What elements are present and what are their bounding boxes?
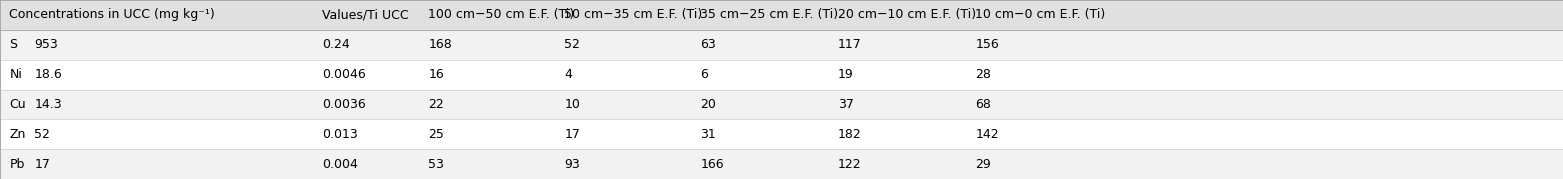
Bar (0, 60, 1563, 90)
Text: Ni: Ni (9, 68, 22, 81)
Text: Cu: Cu (9, 98, 27, 111)
Text: 93: 93 (564, 158, 580, 171)
Bar (0, 0, 1563, 30)
Text: 156: 156 (975, 38, 999, 51)
Text: 168: 168 (428, 38, 452, 51)
Text: 37: 37 (838, 98, 853, 111)
Text: Zn: Zn (9, 128, 25, 141)
Text: 0.0046: 0.0046 (322, 68, 366, 81)
Text: 0.013: 0.013 (322, 128, 358, 141)
Text: 0.0036: 0.0036 (322, 98, 366, 111)
Text: 17: 17 (34, 158, 50, 171)
Text: Concentrations in UCC (mg kg⁻¹): Concentrations in UCC (mg kg⁻¹) (9, 8, 216, 21)
Text: 22: 22 (428, 98, 444, 111)
Bar (0, 149, 1563, 179)
Text: Values/Ti UCC: Values/Ti UCC (322, 8, 408, 21)
Text: 166: 166 (700, 158, 724, 171)
Text: 117: 117 (838, 38, 861, 51)
Text: 68: 68 (975, 98, 991, 111)
Text: 0.004: 0.004 (322, 158, 358, 171)
Text: 953: 953 (34, 38, 58, 51)
Text: 63: 63 (700, 38, 716, 51)
Text: 25: 25 (428, 128, 444, 141)
Text: 17: 17 (564, 128, 580, 141)
Text: 6: 6 (700, 68, 708, 81)
Text: 53: 53 (428, 158, 444, 171)
Text: 10 cm−0 cm E.F. (Ti): 10 cm−0 cm E.F. (Ti) (975, 8, 1105, 21)
Text: 100 cm−50 cm E.F. (Ti): 100 cm−50 cm E.F. (Ti) (428, 8, 575, 21)
Text: 16: 16 (428, 68, 444, 81)
Text: 29: 29 (975, 158, 991, 171)
Text: 142: 142 (975, 128, 999, 141)
Text: 20: 20 (700, 98, 716, 111)
Text: 52: 52 (34, 128, 50, 141)
Text: 28: 28 (975, 68, 991, 81)
Text: 0.24: 0.24 (322, 38, 350, 51)
Text: 52: 52 (564, 38, 580, 51)
Text: 20 cm−10 cm E.F. (Ti): 20 cm−10 cm E.F. (Ti) (838, 8, 975, 21)
Text: S: S (9, 38, 17, 51)
Text: 31: 31 (700, 128, 716, 141)
Text: 182: 182 (838, 128, 861, 141)
Bar (0, 30, 1563, 60)
Text: 35 cm−25 cm E.F. (Ti): 35 cm−25 cm E.F. (Ti) (700, 8, 838, 21)
Bar (0, 119, 1563, 149)
Text: 122: 122 (838, 158, 861, 171)
Text: 19: 19 (838, 68, 853, 81)
Text: 10: 10 (564, 98, 580, 111)
Text: 14.3: 14.3 (34, 98, 63, 111)
Text: 18.6: 18.6 (34, 68, 63, 81)
Text: 4: 4 (564, 68, 572, 81)
Bar (0, 90, 1563, 119)
Text: 50 cm−35 cm E.F. (Ti): 50 cm−35 cm E.F. (Ti) (564, 8, 702, 21)
Text: Pb: Pb (9, 158, 25, 171)
